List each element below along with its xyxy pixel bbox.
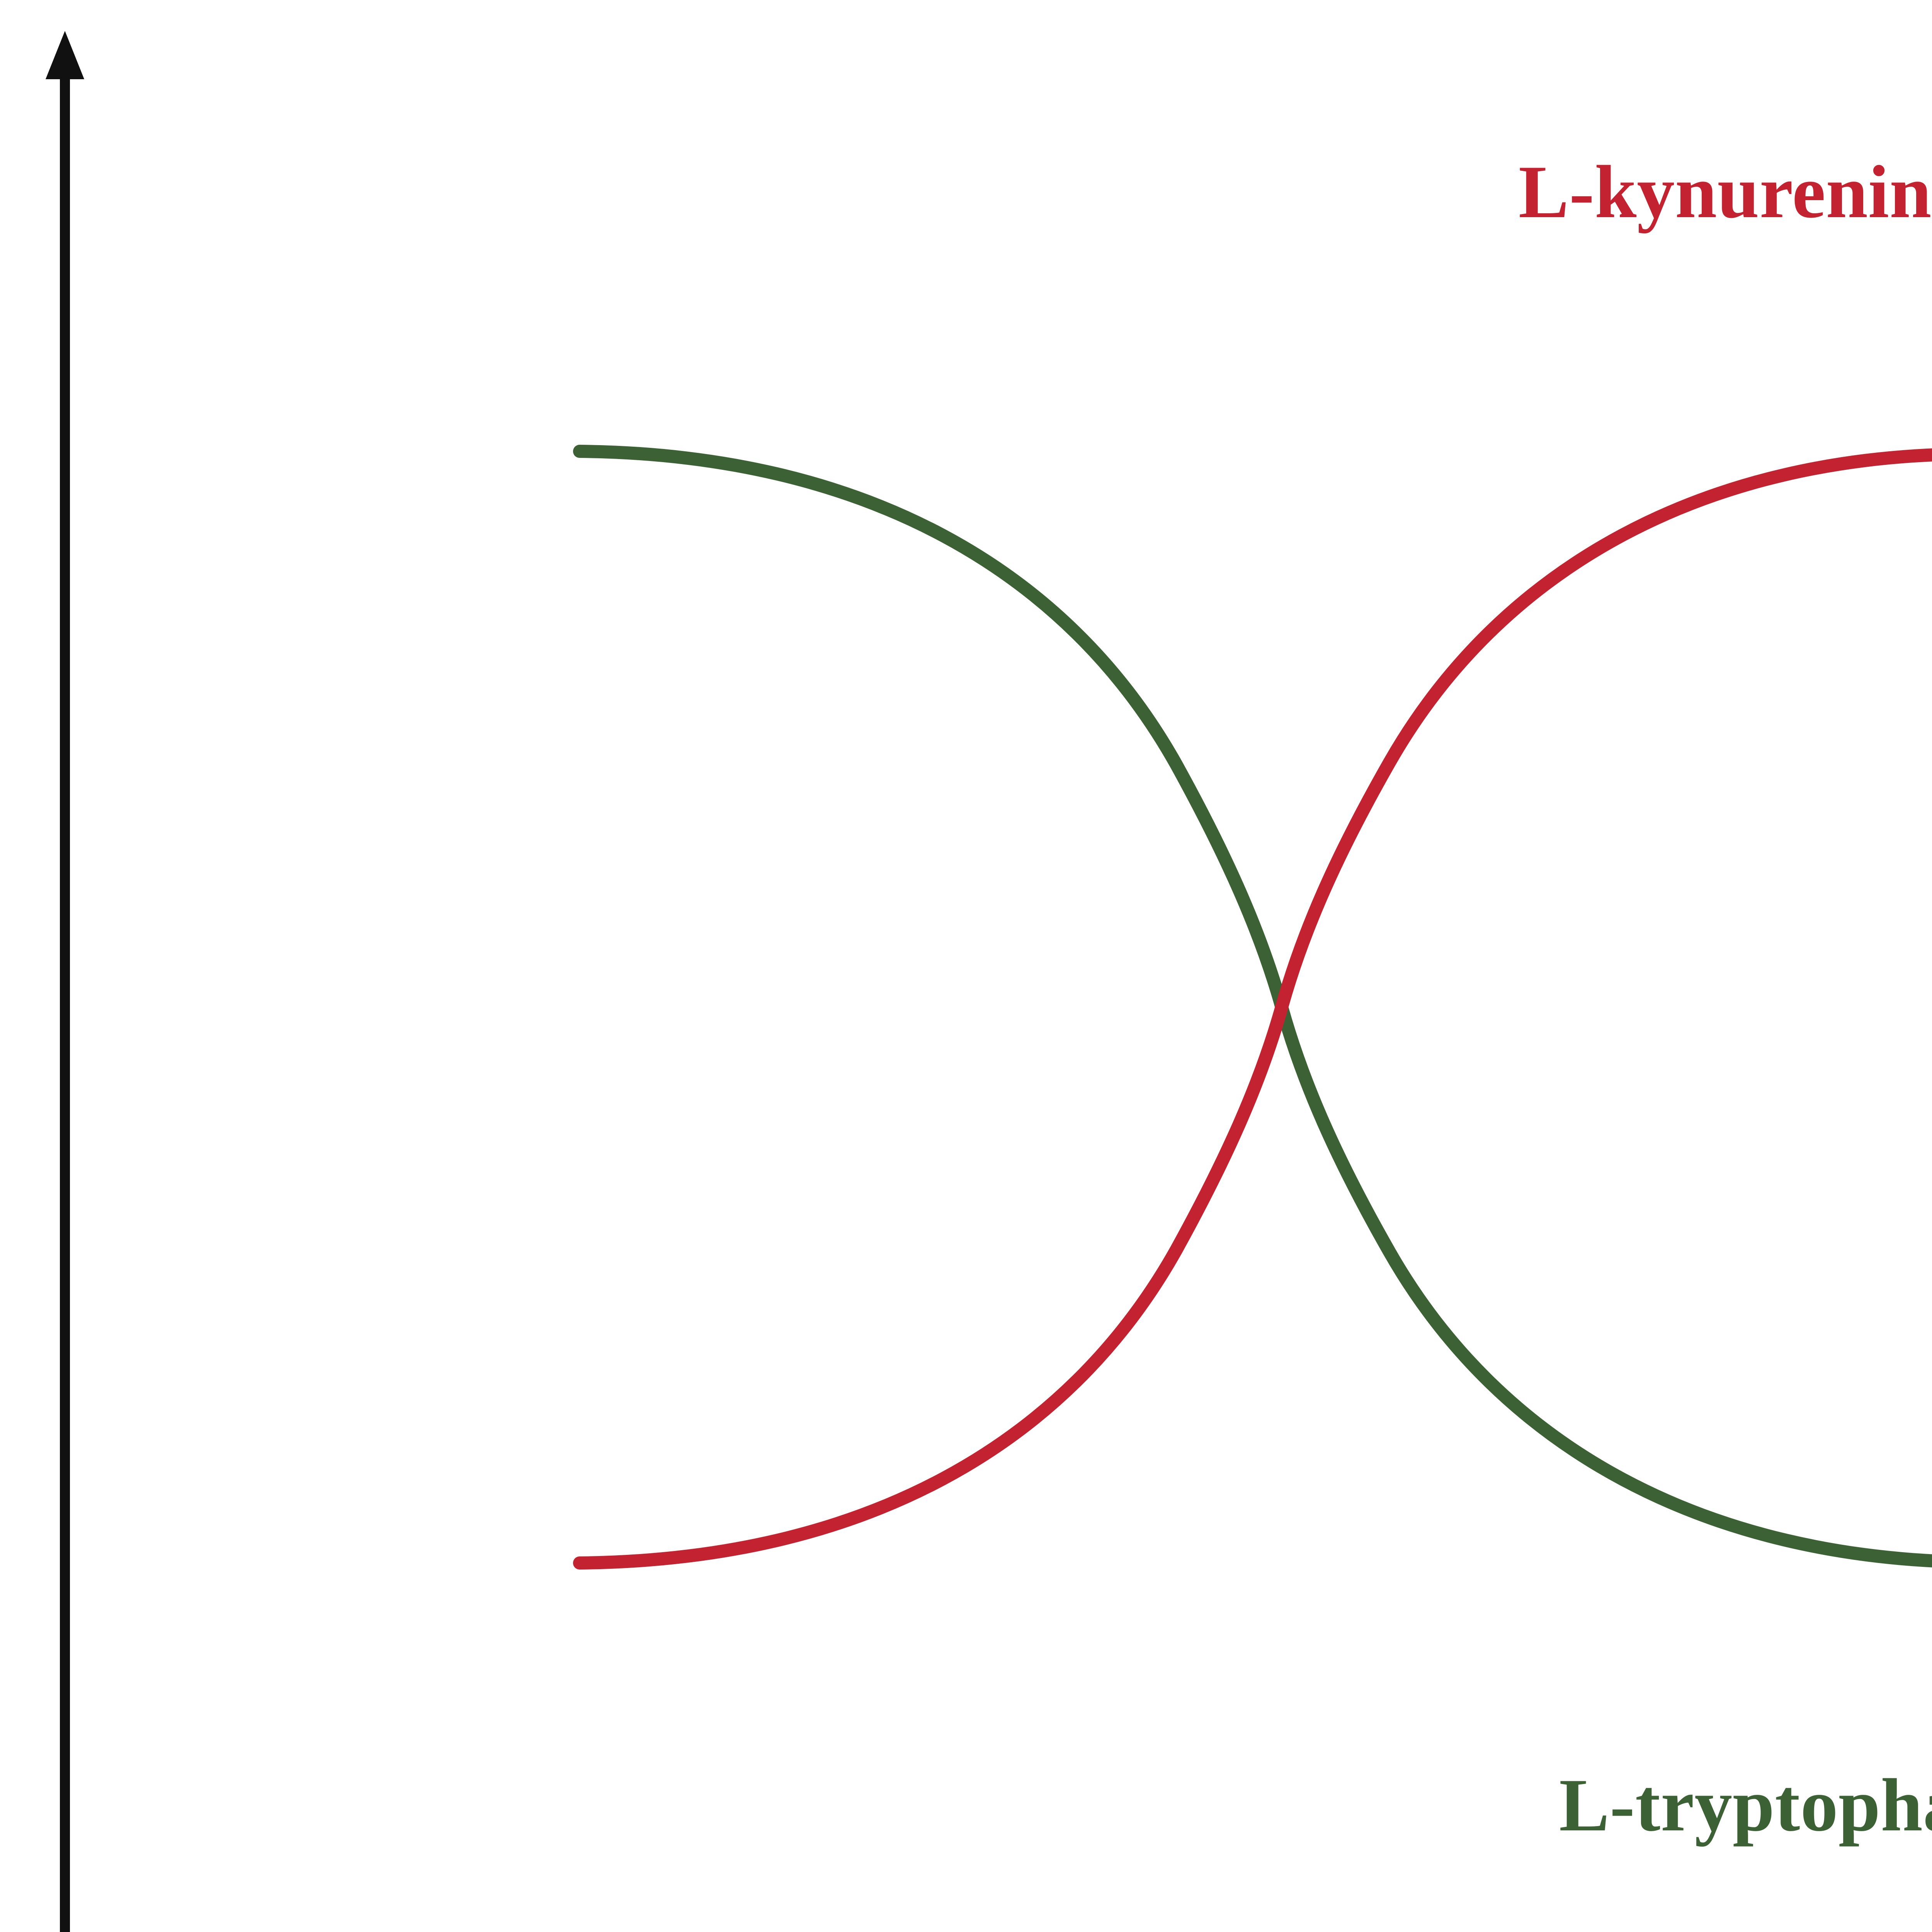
series-label-tryptophan: L-tryptophan: [1559, 1764, 1932, 1847]
series-label-kynurenine: L-kynurenine: [1519, 150, 1932, 234]
axes-group: [46, 31, 84, 1932]
y-axis-arrowhead-icon: [46, 31, 84, 79]
series-line-tryptophan: [573, 445, 1932, 1568]
series-line-kynurenine: [573, 448, 1932, 1570]
series-group: [573, 445, 1932, 1570]
